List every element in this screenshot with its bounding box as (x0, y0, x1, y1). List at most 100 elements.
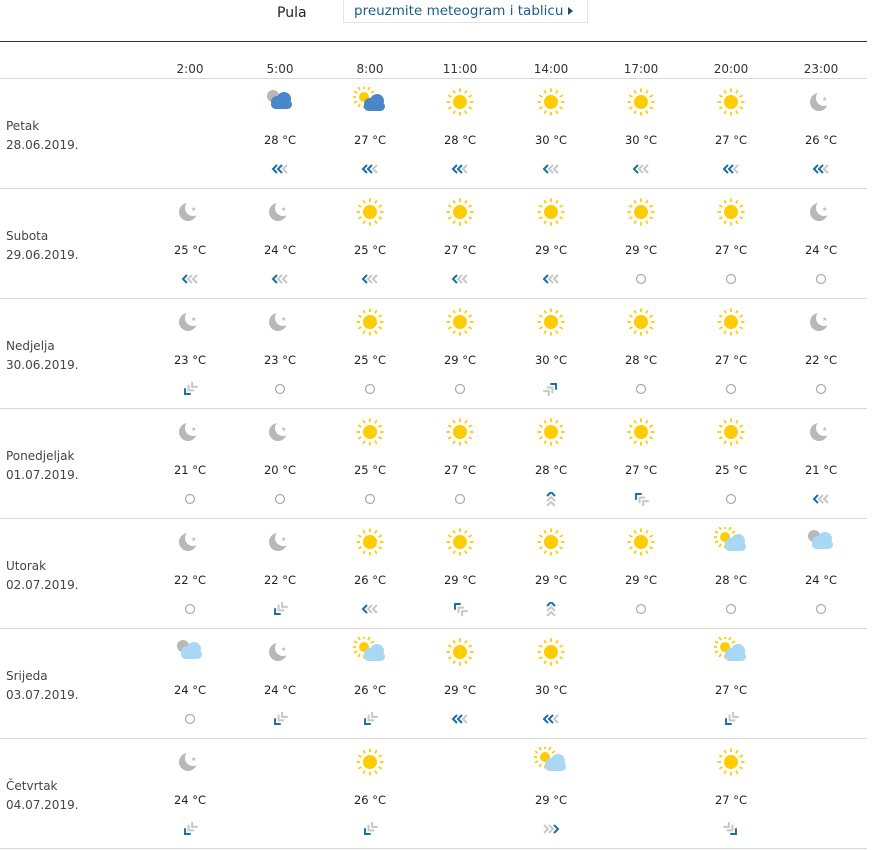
wind-down-left-icon (274, 602, 288, 615)
time-label: 17:00 (623, 62, 659, 76)
forecast-cell: 28 °C (601, 299, 681, 409)
sun-icon (717, 88, 745, 116)
temperature: 29 °C (443, 683, 477, 697)
wind-calm-icon (184, 493, 196, 505)
forecast-cell: 29 °C (511, 189, 591, 299)
moon-icon: ★ (810, 420, 832, 441)
wind-left-icon (542, 714, 559, 724)
svg-text:★: ★ (822, 316, 827, 323)
wind-calm-icon (364, 493, 376, 505)
wind-left-icon (812, 164, 829, 174)
moon-icon: ★ (179, 530, 201, 551)
sun-icon (627, 198, 655, 226)
svg-text:★: ★ (822, 96, 827, 103)
temperature: 25 °C (353, 463, 387, 477)
moon-icon: ★ (810, 310, 832, 331)
day-name: Ponedjeljak (6, 449, 75, 463)
cloudy-night-icon (267, 90, 292, 109)
forecast-cell: 24 °C (781, 519, 861, 629)
forecast-cell: 25 °C (691, 409, 771, 519)
wind-calm-icon (184, 603, 196, 615)
wind-up-right-icon (543, 383, 557, 396)
sun-icon (627, 528, 655, 556)
wind-left-icon (542, 164, 559, 174)
temperature: 30 °C (624, 133, 658, 147)
forecast-cell: 27 °C (691, 629, 771, 739)
forecast-row: Petak 28.06.2019. 28 °C 27 °C 28 °C 30 °C… (0, 79, 867, 189)
wind-left-icon (361, 274, 378, 284)
temperature: 23 °C (263, 353, 297, 367)
moon-icon: ★ (269, 420, 291, 441)
day-name: Utorak (6, 559, 47, 573)
download-meteogram-button[interactable]: preuzmite meteogram i tablicu (343, 0, 588, 23)
time-label: 8:00 (356, 62, 384, 76)
day-date: 02.07.2019. (6, 578, 79, 592)
sun-icon (356, 748, 384, 776)
temperature: 26 °C (353, 573, 387, 587)
forecast-cell: 28 °C (240, 79, 320, 189)
forecast-cell: 28 °C (691, 519, 771, 629)
temperature: 28 °C (443, 133, 477, 147)
time-header-row: 2:00 5:00 8:00 11:00 14:00 17:00 20:00 23:00 (0, 62, 867, 78)
temperature: 29 °C (624, 573, 658, 587)
svg-text:★: ★ (281, 426, 286, 433)
svg-text:★: ★ (822, 426, 827, 433)
forecast-cell: 26 °C (330, 739, 410, 849)
time-label: 2:00 (176, 62, 204, 76)
forecast-cell: ★ 24 °C (240, 629, 320, 739)
forecast-cell: 27 °C (330, 79, 410, 189)
temperature: 24 °C (804, 243, 838, 257)
day-date: 01.07.2019. (6, 468, 79, 482)
day-label: Ponedjeljak 01.07.2019. (6, 447, 79, 485)
wind-down-left-icon (184, 382, 198, 395)
partly-cloudy-night-icon (177, 640, 202, 659)
wind-down-left-icon (184, 822, 198, 835)
temperature: 23 °C (173, 353, 207, 367)
temperature: 29 °C (443, 353, 477, 367)
temperature: 26 °C (353, 793, 387, 807)
temperature: 27 °C (443, 463, 477, 477)
temperature: 21 °C (173, 463, 207, 477)
sun-icon (446, 88, 474, 116)
day-name: Subota (6, 229, 49, 243)
header: Pula preuzmite meteogram i tablicu (0, 0, 878, 42)
moon-icon: ★ (179, 310, 201, 331)
sun-icon (446, 528, 474, 556)
forecast-cell: 26 °C (330, 519, 410, 629)
moon-icon: ★ (810, 200, 832, 221)
sun-icon (717, 418, 745, 446)
wind-calm-icon (454, 493, 466, 505)
svg-text:★: ★ (191, 206, 196, 213)
sun-icon (356, 198, 384, 226)
wind-calm-icon (815, 603, 827, 615)
temperature: 27 °C (714, 353, 748, 367)
day-date: 30.06.2019. (6, 358, 79, 372)
partly-cloudy-day-icon (534, 747, 566, 771)
row-divider (0, 848, 867, 849)
sun-icon (446, 308, 474, 336)
wind-left-icon (812, 494, 829, 504)
wind-left-icon (451, 164, 468, 174)
temperature: 25 °C (173, 243, 207, 257)
day-label: Četvrtak 04.07.2019. (6, 777, 79, 815)
day-date: 29.06.2019. (6, 248, 79, 262)
day-name: Četvrtak (6, 779, 58, 793)
temperature: 22 °C (804, 353, 838, 367)
forecast-cell: 27 °C (691, 739, 771, 849)
row-divider (0, 628, 867, 629)
forecast-cell: 25 °C (330, 409, 410, 519)
temperature: 26 °C (804, 133, 838, 147)
wind-up-left-icon (454, 603, 468, 616)
day-name: Srijeda (6, 669, 48, 683)
moon-icon: ★ (179, 750, 201, 771)
forecast-cell: 25 °C (330, 189, 410, 299)
temperature: 28 °C (714, 573, 748, 587)
temperature: 27 °C (714, 243, 748, 257)
sun-icon (627, 418, 655, 446)
temperature: 28 °C (534, 463, 568, 477)
wind-left-icon (361, 604, 378, 614)
row-divider (0, 188, 867, 189)
wind-calm-icon (274, 493, 286, 505)
temperature: 24 °C (804, 573, 838, 587)
forecast-cell: 29 °C (420, 519, 500, 629)
